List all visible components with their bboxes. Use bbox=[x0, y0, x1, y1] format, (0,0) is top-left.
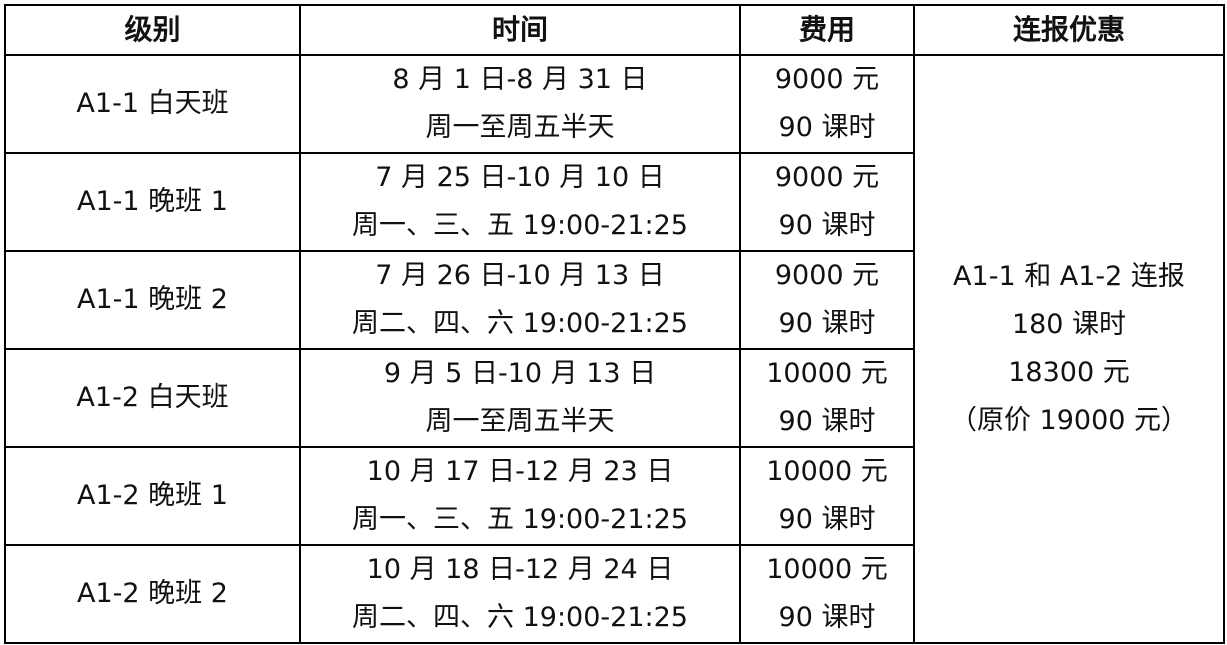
table-row: A1-1 白天班 8 月 1 日-8 月 31 日周一至周五半天 9000 元 90 … bbox=[4, 54, 1225, 644]
hours: 90 课时 bbox=[778, 210, 876, 241]
level-text: A1-2 晚班 2 bbox=[77, 578, 228, 609]
level-cell: A1-2 晚班 2 bbox=[4, 544, 301, 644]
price: 9000 元 bbox=[774, 64, 880, 95]
price: 10000 元 bbox=[766, 554, 888, 585]
header-time: 时间 bbox=[299, 4, 741, 56]
table-row: A1-2 晚班 1 10 月 17 日-12 月 23 日周一、三、五 19:00… bbox=[4, 446, 1224, 546]
schedule: 周一至周五半天 bbox=[425, 112, 615, 143]
table-row: A1-1 晚班 1 7 月 25 日-10 月 10 日周一、三、五 19:00-… bbox=[4, 152, 1224, 252]
level-cell: A1-2 白天班 bbox=[4, 348, 301, 448]
header-level: 级别 bbox=[4, 4, 301, 56]
hours: 90 课时 bbox=[778, 308, 876, 339]
discount-line: A1-1 和 A1-2 连报 bbox=[953, 261, 1185, 292]
fee-cell: 9000 元 90 课时 bbox=[739, 152, 915, 252]
date-range: 10 月 17 日-12 月 23 日 bbox=[366, 456, 674, 487]
fee-cell: 9000 元 90 课时 bbox=[739, 250, 915, 350]
time-cell: 8 月 1 日-8 月 31 日周一至周五半天 bbox=[299, 54, 741, 154]
level-text: A1-1 晚班 2 bbox=[77, 284, 228, 315]
schedule: 周二、四、六 19:00-21:25 bbox=[352, 602, 688, 633]
date-range: 10 月 18 日-12 月 24 日 bbox=[366, 554, 674, 585]
hours: 90 课时 bbox=[778, 406, 876, 437]
level-text: A1-1 晚班 1 bbox=[77, 186, 228, 217]
hours: 90 课时 bbox=[778, 504, 876, 535]
level-text: A1-1 白天班 bbox=[76, 88, 229, 119]
level-cell: A1-2 晚班 1 bbox=[4, 446, 301, 546]
hours: 90 课时 bbox=[778, 112, 876, 143]
discount-line: 18300 元 bbox=[1008, 357, 1130, 388]
course-table: 级别 时间 费用 连报优惠 A1-1 白天班 8 月 1 日-8 月 31 日周一… bbox=[4, 4, 1225, 644]
time-cell: 10 月 18 日-12 月 24 日周二、四、六 19:00-21:25 bbox=[299, 544, 741, 644]
level-cell: A1-1 白天班 bbox=[4, 54, 301, 154]
table-row: A1-2 白天班 9 月 5 日-10 月 13 日周一至周五半天 10000 元 9… bbox=[4, 348, 1224, 448]
date-range: 7 月 26 日-10 月 13 日 bbox=[375, 260, 665, 291]
price: 9000 元 bbox=[774, 260, 880, 291]
fee-cell: 10000 元 90 课时 bbox=[739, 446, 915, 546]
level-cell: A1-1 晚班 2 bbox=[4, 250, 301, 350]
schedule: 周一至周五半天 bbox=[425, 406, 615, 437]
fee-cell: 10000 元 90 课时 bbox=[739, 348, 915, 448]
price: 10000 元 bbox=[766, 456, 888, 487]
discount-cell: A1-1 和 A1-2 连报 180 课时 18300 元 （原价 19000 元） bbox=[913, 54, 1225, 644]
schedule: 周二、四、六 19:00-21:25 bbox=[352, 308, 688, 339]
level-cell: A1-1 晚班 1 bbox=[4, 152, 301, 252]
time-cell: 9 月 5 日-10 月 13 日周一至周五半天 bbox=[299, 348, 741, 448]
price: 9000 元 bbox=[774, 162, 880, 193]
header-row: 级别 时间 费用 连报优惠 bbox=[4, 4, 1225, 56]
time-cell: 10 月 17 日-12 月 23 日周一、三、五 19:00-21:25 bbox=[299, 446, 741, 546]
table-row: A1-1 晚班 2 7 月 26 日-10 月 13 日周二、四、六 19:00-… bbox=[4, 250, 1224, 350]
price: 10000 元 bbox=[766, 358, 888, 389]
header-discount: 连报优惠 bbox=[913, 4, 1225, 56]
level-text: A1-2 晚班 1 bbox=[77, 480, 228, 511]
header-fee: 费用 bbox=[739, 4, 915, 56]
discount-line: 180 课时 bbox=[1011, 309, 1127, 340]
fee-cell: 10000 元 90 课时 bbox=[739, 544, 915, 644]
schedule: 周一、三、五 19:00-21:25 bbox=[352, 504, 688, 535]
time-cell: 7 月 25 日-10 月 10 日周一、三、五 19:00-21:25 bbox=[299, 152, 741, 252]
hours: 90 课时 bbox=[778, 602, 876, 633]
table-row: A1-2 晚班 2 10 月 18 日-12 月 24 日周二、四、六 19:00… bbox=[4, 544, 1224, 644]
date-range: 8 月 1 日-8 月 31 日 bbox=[392, 64, 648, 95]
time-cell: 7 月 26 日-10 月 13 日周二、四、六 19:00-21:25 bbox=[299, 250, 741, 350]
date-range: 7 月 25 日-10 月 10 日 bbox=[375, 162, 665, 193]
level-text: A1-2 白天班 bbox=[76, 382, 229, 413]
fee-cell: 9000 元 90 课时 bbox=[739, 54, 915, 154]
date-range: 9 月 5 日-10 月 13 日 bbox=[383, 358, 657, 389]
discount-line: （原价 19000 元） bbox=[949, 405, 1189, 436]
schedule: 周一、三、五 19:00-21:25 bbox=[352, 210, 688, 241]
